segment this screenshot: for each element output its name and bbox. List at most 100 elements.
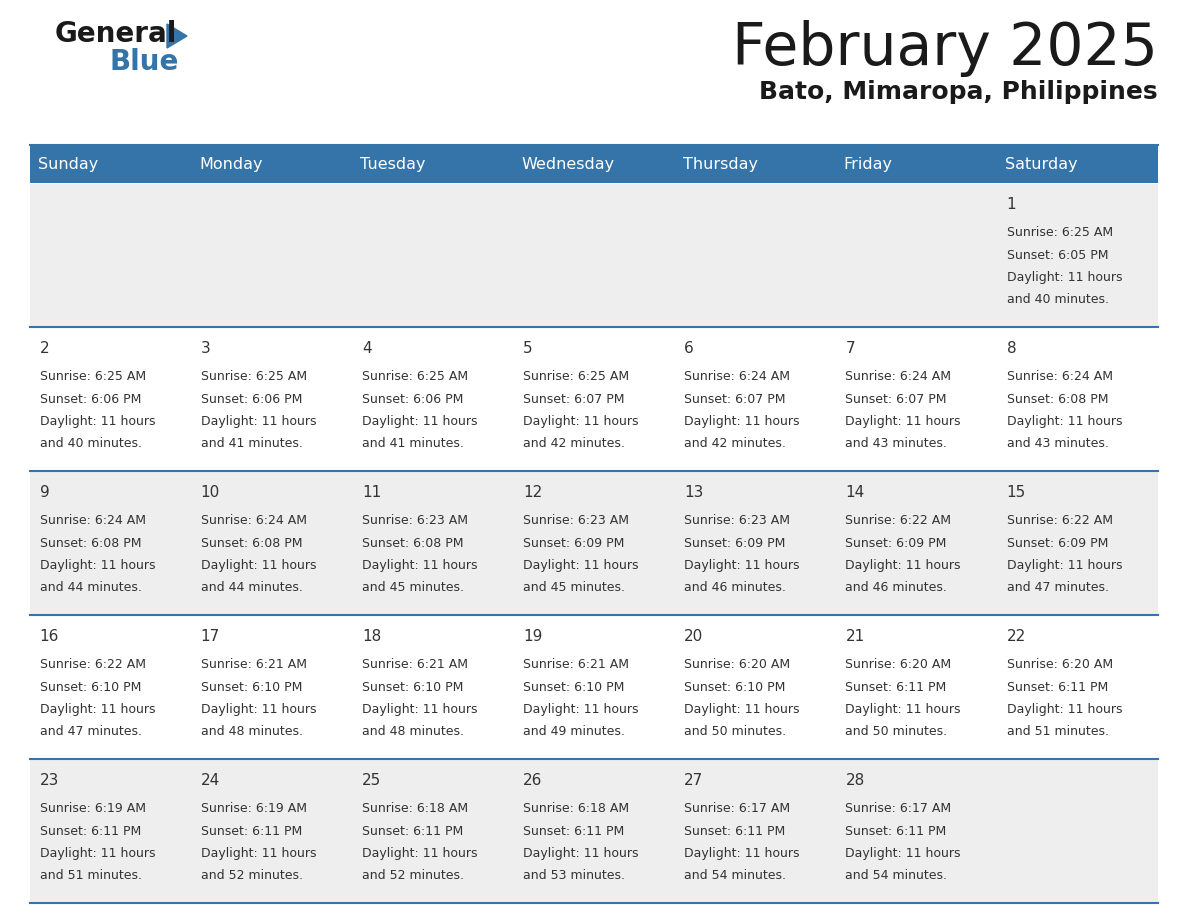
Text: Daylight: 11 hours: Daylight: 11 hours: [523, 703, 639, 716]
Text: Sunset: 6:06 PM: Sunset: 6:06 PM: [201, 393, 302, 406]
Bar: [353, 327, 513, 471]
Text: Bato, Mimaropa, Philippines: Bato, Mimaropa, Philippines: [759, 80, 1158, 104]
Text: Daylight: 11 hours: Daylight: 11 hours: [362, 559, 478, 572]
Text: Sunrise: 6:21 AM: Sunrise: 6:21 AM: [523, 658, 630, 671]
Bar: [997, 471, 1158, 615]
Text: Daylight: 11 hours: Daylight: 11 hours: [362, 415, 478, 428]
Text: Sunset: 6:07 PM: Sunset: 6:07 PM: [523, 393, 625, 406]
Text: Sunrise: 6:18 AM: Sunrise: 6:18 AM: [523, 802, 630, 815]
Bar: [835, 471, 997, 615]
Text: 11: 11: [362, 486, 381, 500]
Text: Daylight: 11 hours: Daylight: 11 hours: [39, 415, 156, 428]
Text: 15: 15: [1006, 486, 1025, 500]
Bar: [835, 183, 997, 327]
Text: and 48 minutes.: and 48 minutes.: [362, 725, 465, 738]
Text: 4: 4: [362, 341, 372, 356]
Text: Sunset: 6:10 PM: Sunset: 6:10 PM: [39, 680, 141, 693]
Text: Sunrise: 6:17 AM: Sunrise: 6:17 AM: [846, 802, 952, 815]
Text: and 50 minutes.: and 50 minutes.: [846, 725, 948, 738]
Text: 3: 3: [201, 341, 210, 356]
Text: Daylight: 11 hours: Daylight: 11 hours: [846, 703, 961, 716]
Text: 24: 24: [201, 773, 220, 789]
Bar: [675, 615, 835, 759]
Text: Daylight: 11 hours: Daylight: 11 hours: [684, 559, 800, 572]
Text: Sunset: 6:08 PM: Sunset: 6:08 PM: [39, 536, 141, 550]
Bar: [353, 471, 513, 615]
Text: Sunset: 6:07 PM: Sunset: 6:07 PM: [684, 393, 785, 406]
Text: Sunset: 6:06 PM: Sunset: 6:06 PM: [39, 393, 141, 406]
Bar: [191, 327, 353, 471]
Text: 23: 23: [39, 773, 59, 789]
Text: and 53 minutes.: and 53 minutes.: [523, 869, 625, 882]
Bar: [835, 615, 997, 759]
Text: Daylight: 11 hours: Daylight: 11 hours: [684, 415, 800, 428]
Text: Sunset: 6:08 PM: Sunset: 6:08 PM: [1006, 393, 1108, 406]
Text: Sunrise: 6:25 AM: Sunrise: 6:25 AM: [523, 370, 630, 383]
Text: 27: 27: [684, 773, 703, 789]
Bar: [513, 759, 675, 903]
Text: Blue: Blue: [110, 48, 179, 76]
Bar: [30, 327, 191, 471]
Text: 22: 22: [1006, 630, 1025, 644]
Text: Sunrise: 6:25 AM: Sunrise: 6:25 AM: [201, 370, 307, 383]
Text: Daylight: 11 hours: Daylight: 11 hours: [1006, 703, 1121, 716]
Text: 5: 5: [523, 341, 532, 356]
Text: General: General: [55, 20, 177, 48]
Bar: [835, 327, 997, 471]
Text: Daylight: 11 hours: Daylight: 11 hours: [684, 703, 800, 716]
Text: and 42 minutes.: and 42 minutes.: [684, 437, 786, 450]
Text: and 40 minutes.: and 40 minutes.: [1006, 293, 1108, 307]
Text: and 41 minutes.: and 41 minutes.: [201, 437, 303, 450]
Text: and 51 minutes.: and 51 minutes.: [39, 869, 141, 882]
Text: 26: 26: [523, 773, 543, 789]
Bar: [997, 759, 1158, 903]
Text: Sunset: 6:10 PM: Sunset: 6:10 PM: [523, 680, 625, 693]
Text: Daylight: 11 hours: Daylight: 11 hours: [201, 415, 316, 428]
Text: 6: 6: [684, 341, 694, 356]
Text: and 51 minutes.: and 51 minutes.: [1006, 725, 1108, 738]
Text: Daylight: 11 hours: Daylight: 11 hours: [684, 846, 800, 860]
Text: Sunset: 6:08 PM: Sunset: 6:08 PM: [201, 536, 302, 550]
Text: Sunrise: 6:25 AM: Sunrise: 6:25 AM: [362, 370, 468, 383]
Text: 12: 12: [523, 486, 543, 500]
Text: Sunset: 6:11 PM: Sunset: 6:11 PM: [39, 824, 141, 837]
Bar: [30, 759, 191, 903]
Text: and 41 minutes.: and 41 minutes.: [362, 437, 463, 450]
Text: Daylight: 11 hours: Daylight: 11 hours: [523, 559, 639, 572]
Text: and 44 minutes.: and 44 minutes.: [39, 581, 141, 594]
Text: 2: 2: [39, 341, 49, 356]
Text: Sunrise: 6:24 AM: Sunrise: 6:24 AM: [39, 514, 146, 527]
Bar: [513, 615, 675, 759]
Text: Sunset: 6:11 PM: Sunset: 6:11 PM: [684, 824, 785, 837]
Text: Daylight: 11 hours: Daylight: 11 hours: [846, 846, 961, 860]
Bar: [30, 615, 191, 759]
Text: and 43 minutes.: and 43 minutes.: [846, 437, 947, 450]
Text: Sunset: 6:11 PM: Sunset: 6:11 PM: [523, 824, 625, 837]
Bar: [191, 471, 353, 615]
Text: 20: 20: [684, 630, 703, 644]
Text: 8: 8: [1006, 341, 1016, 356]
Text: Daylight: 11 hours: Daylight: 11 hours: [201, 846, 316, 860]
Text: Daylight: 11 hours: Daylight: 11 hours: [1006, 271, 1121, 284]
Text: and 42 minutes.: and 42 minutes.: [523, 437, 625, 450]
Text: and 49 minutes.: and 49 minutes.: [523, 725, 625, 738]
Bar: [513, 471, 675, 615]
Text: and 46 minutes.: and 46 minutes.: [684, 581, 786, 594]
Bar: [675, 759, 835, 903]
Text: and 44 minutes.: and 44 minutes.: [201, 581, 303, 594]
Text: Daylight: 11 hours: Daylight: 11 hours: [362, 703, 478, 716]
Text: and 52 minutes.: and 52 minutes.: [362, 869, 465, 882]
Text: Sunset: 6:11 PM: Sunset: 6:11 PM: [846, 680, 947, 693]
Text: and 47 minutes.: and 47 minutes.: [1006, 581, 1108, 594]
Text: 7: 7: [846, 341, 855, 356]
Text: February 2025: February 2025: [732, 20, 1158, 77]
Bar: [675, 471, 835, 615]
Text: Sunrise: 6:20 AM: Sunrise: 6:20 AM: [846, 658, 952, 671]
Bar: [997, 327, 1158, 471]
Text: Monday: Monday: [200, 156, 263, 172]
Text: 13: 13: [684, 486, 703, 500]
Text: and 40 minutes.: and 40 minutes.: [39, 437, 141, 450]
Text: Thursday: Thursday: [683, 156, 758, 172]
Text: and 45 minutes.: and 45 minutes.: [523, 581, 625, 594]
Text: Sunset: 6:08 PM: Sunset: 6:08 PM: [362, 536, 463, 550]
